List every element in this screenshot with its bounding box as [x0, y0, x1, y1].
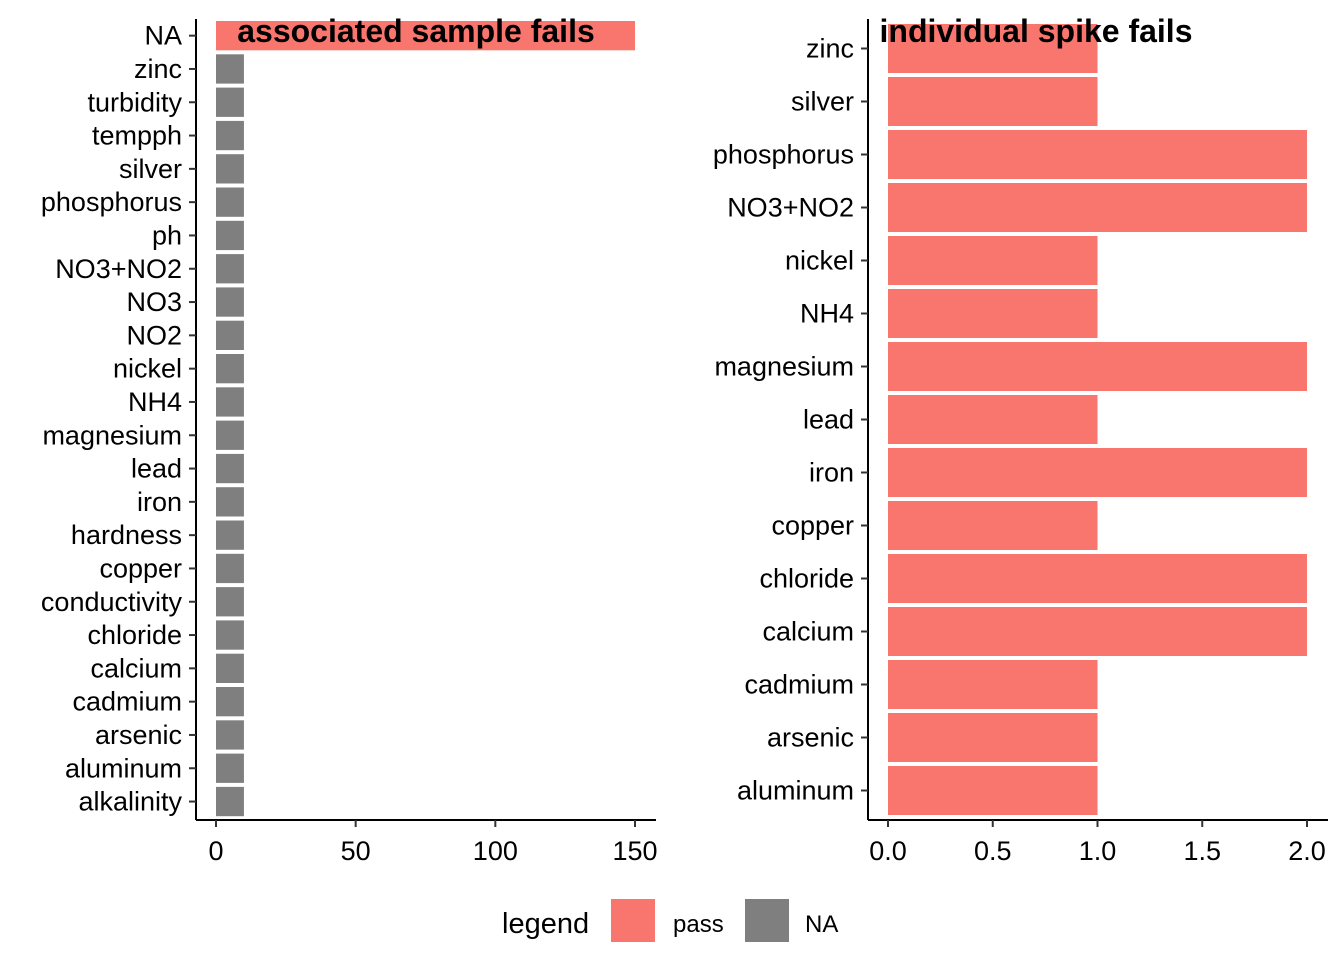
legend-label-NA: NA [805, 911, 838, 938]
bar-arsenic [216, 720, 244, 750]
x-tick-label-1.5: 1.5 [1183, 836, 1221, 866]
y-tick-label-nickel: nickel [113, 354, 182, 384]
y-tick-label-calcium: calcium [90, 653, 182, 683]
y-tick-label-iron: iron [809, 458, 854, 488]
bar-chloride [216, 620, 244, 650]
y-tick-label-aluminum: aluminum [65, 753, 182, 783]
bar-phosphorus [216, 187, 244, 217]
bar-NO3+NO2 [216, 254, 244, 284]
x-tick-label-0: 0 [208, 836, 223, 866]
bar-iron [216, 487, 244, 517]
y-tick-label-tempph: tempph [92, 121, 182, 151]
legend-title: legend [502, 908, 589, 940]
bar-NH4 [216, 387, 244, 417]
bar-aluminum [888, 766, 1098, 815]
y-tick-label-zinc: zinc [134, 54, 182, 84]
bar-magnesium [888, 342, 1307, 391]
y-tick-label-magnesium: magnesium [42, 420, 182, 450]
bar-alkalinity [216, 786, 244, 817]
y-tick-label-NO3+NO2: NO3+NO2 [55, 254, 182, 284]
bar-ph [216, 220, 244, 251]
x-tick-label-100: 100 [473, 836, 518, 866]
x-tick-label-0.5: 0.5 [974, 836, 1012, 866]
y-tick-label-NH4: NH4 [128, 387, 182, 417]
chart-title: individual spike fails [880, 13, 1193, 49]
legend: legend pass NA [502, 899, 838, 942]
bar-conductivity [216, 587, 244, 617]
y-tick-label-NO3+NO2: NO3+NO2 [727, 193, 854, 223]
chart-title: associated sample fails [237, 13, 595, 49]
y-tick-label-NO3: NO3 [126, 287, 182, 317]
y-tick-label-hardness: hardness [71, 520, 182, 550]
y-tick-label-copper: copper [99, 553, 182, 583]
y-tick-label-nickel: nickel [785, 246, 854, 276]
bar-chloride [888, 554, 1307, 603]
bar-zinc [888, 24, 1098, 73]
y-tick-label-alkalinity: alkalinity [78, 787, 182, 817]
bar-copper [216, 553, 244, 584]
bar-NH4 [888, 289, 1098, 338]
y-tick-label-zinc: zinc [806, 34, 854, 64]
bar-turbidity [216, 87, 244, 117]
legend-label-pass: pass [673, 911, 724, 938]
y-tick-label-calcium: calcium [762, 617, 854, 647]
bar-magnesium [216, 420, 244, 450]
y-tick-label-silver: silver [791, 87, 854, 117]
y-tick-label-conductivity: conductivity [41, 587, 183, 617]
bar-iron [888, 448, 1307, 497]
y-tick-label-NA: NA [144, 21, 182, 51]
bar-arsenic [888, 713, 1098, 762]
x-tick-label-1.0: 1.0 [1079, 836, 1117, 866]
bar-NO3 [216, 287, 244, 317]
bar-nickel [888, 236, 1098, 285]
bar-cadmium [216, 687, 244, 717]
bar-NA [216, 21, 635, 51]
x-tick-label-0.0: 0.0 [869, 836, 907, 866]
chart-panel-2: zinc silver phosphorus NO3+NO2 nickel NH4 magn… [713, 13, 1328, 866]
y-tick-label-chloride: chloride [759, 564, 854, 594]
y-tick-label-magnesium: magnesium [714, 352, 854, 382]
bar-silver [888, 77, 1098, 126]
bar-NO3+NO2 [888, 183, 1307, 232]
bar-NO2 [216, 320, 244, 350]
legend-key-NA [745, 899, 789, 942]
y-tick-label-silver: silver [119, 154, 182, 184]
x-tick-label-50: 50 [341, 836, 371, 866]
y-tick-label-arsenic: arsenic [95, 720, 182, 750]
bar-hardness [216, 520, 244, 550]
x-tick-label-150: 150 [612, 836, 657, 866]
y-tick-label-arsenic: arsenic [767, 723, 854, 753]
bar-lead [888, 395, 1098, 444]
y-tick-label-lead: lead [803, 405, 854, 435]
bar-nickel [216, 354, 244, 384]
bar-lead [216, 453, 244, 484]
bar-copper [888, 501, 1098, 550]
legend-key-pass [611, 899, 655, 942]
bar-cadmium [888, 660, 1098, 709]
bar-aluminum [216, 753, 244, 783]
y-tick-label-copper: copper [771, 511, 854, 541]
bar-tempph [216, 120, 244, 151]
bar-calcium [888, 607, 1307, 656]
bar-silver [216, 154, 244, 184]
y-tick-label-cadmium: cadmium [744, 670, 854, 700]
y-tick-label-phosphorus: phosphorus [713, 140, 854, 170]
bar-zinc [216, 54, 244, 84]
y-tick-label-phosphorus: phosphorus [41, 187, 182, 217]
y-tick-label-lead: lead [131, 454, 182, 484]
y-tick-label-ph: ph [152, 220, 182, 250]
bar-phosphorus [888, 130, 1307, 179]
y-tick-label-aluminum: aluminum [737, 776, 854, 806]
y-tick-label-chloride: chloride [87, 620, 182, 650]
y-tick-label-iron: iron [137, 487, 182, 517]
bar-calcium [216, 653, 244, 683]
y-tick-label-turbidity: turbidity [87, 87, 182, 117]
x-tick-label-2.0: 2.0 [1288, 836, 1326, 866]
y-tick-label-NO2: NO2 [126, 320, 182, 350]
y-tick-label-cadmium: cadmium [72, 687, 182, 717]
y-tick-label-NH4: NH4 [800, 299, 854, 329]
